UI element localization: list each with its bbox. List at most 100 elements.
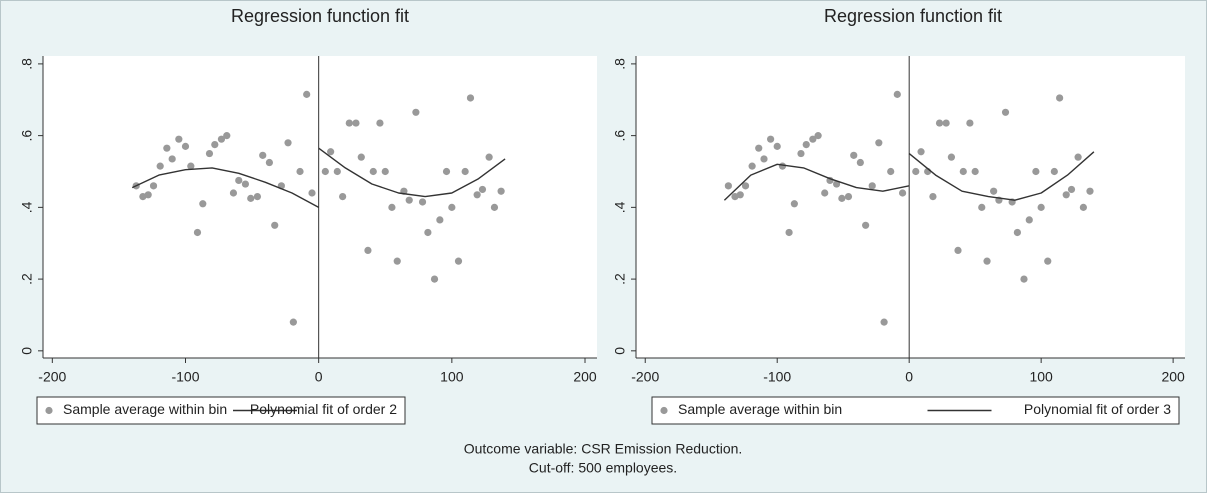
point — [466, 94, 475, 102]
point — [473, 191, 481, 199]
point — [352, 119, 360, 127]
legend — [651, 396, 1180, 425]
legend-marker — [660, 406, 668, 415]
point — [929, 192, 937, 201]
y-tick-label: .4 — [19, 201, 35, 213]
point — [333, 167, 341, 176]
y-tick-label: .6 — [612, 130, 628, 142]
point — [388, 203, 396, 211]
x-tick-label: 0 — [315, 369, 323, 385]
point — [778, 162, 787, 170]
point — [1025, 216, 1033, 224]
point — [163, 144, 171, 152]
point — [211, 140, 219, 149]
point — [357, 153, 365, 161]
point — [912, 167, 920, 176]
point — [797, 149, 805, 158]
y-tick-label: 0 — [19, 347, 35, 355]
point — [887, 167, 895, 176]
point — [790, 200, 798, 208]
point — [736, 191, 744, 199]
point — [303, 90, 311, 98]
point — [773, 142, 781, 150]
fit-line — [723, 151, 1095, 201]
point — [785, 228, 793, 237]
point — [217, 135, 226, 143]
point — [1032, 167, 1040, 176]
point — [814, 132, 822, 140]
point — [223, 132, 231, 140]
point — [405, 196, 413, 204]
point — [454, 257, 463, 265]
point — [1050, 167, 1058, 176]
x-tick-label: -200 — [38, 369, 66, 385]
point — [448, 203, 456, 211]
point — [1056, 94, 1064, 102]
point — [947, 153, 956, 161]
point — [1086, 187, 1094, 195]
caption: Cut-off: 500 employees. — [529, 460, 677, 476]
point — [1020, 275, 1028, 283]
point — [802, 140, 810, 149]
y-tick-label: .2 — [19, 273, 35, 285]
point — [199, 200, 207, 208]
point — [1074, 153, 1082, 161]
point — [144, 191, 152, 199]
point — [485, 153, 493, 161]
point — [724, 182, 732, 190]
point — [942, 119, 950, 127]
point — [966, 119, 974, 127]
point — [345, 119, 353, 127]
point — [418, 198, 427, 206]
y-tick-label: 0 — [612, 347, 628, 355]
point — [748, 162, 756, 170]
plot-area — [636, 56, 1185, 358]
point — [767, 135, 775, 143]
point — [430, 275, 439, 283]
point — [364, 246, 372, 254]
legend-label: Sample average within bin — [678, 401, 842, 417]
point — [327, 148, 335, 156]
x-tick-label: 200 — [573, 369, 597, 385]
x-tick-label: 100 — [1029, 369, 1053, 385]
point — [490, 203, 499, 211]
x-tick-label: 0 — [905, 369, 913, 385]
point — [1079, 203, 1087, 211]
point — [1044, 257, 1052, 265]
caption: Outcome variable: CSR Emission Reduction… — [464, 441, 743, 457]
point — [296, 167, 304, 176]
point — [424, 228, 432, 237]
x-tick-label: 200 — [1161, 369, 1185, 385]
x-tick-label: -200 — [631, 369, 659, 385]
point — [983, 257, 991, 265]
y-tick-label: .2 — [612, 273, 628, 285]
chart-title: Regression function fit — [824, 6, 1002, 26]
point — [339, 192, 347, 201]
point — [978, 203, 986, 211]
point — [442, 167, 451, 176]
x-tick-label: 100 — [440, 369, 464, 385]
point — [755, 144, 763, 152]
point — [821, 189, 829, 197]
point — [850, 151, 858, 159]
point — [1013, 228, 1021, 237]
point — [741, 182, 750, 190]
point — [241, 180, 250, 188]
point — [760, 155, 768, 163]
point — [1062, 191, 1070, 199]
point — [893, 90, 901, 98]
point — [376, 119, 384, 127]
point — [935, 119, 944, 127]
point — [862, 221, 870, 229]
point — [381, 167, 389, 176]
point — [175, 135, 183, 143]
point — [235, 176, 243, 185]
point — [844, 192, 853, 201]
point — [265, 158, 273, 167]
point — [156, 162, 164, 170]
y-tick-label: .8 — [612, 58, 628, 70]
point — [880, 318, 888, 326]
point — [168, 155, 176, 163]
point — [959, 167, 967, 176]
